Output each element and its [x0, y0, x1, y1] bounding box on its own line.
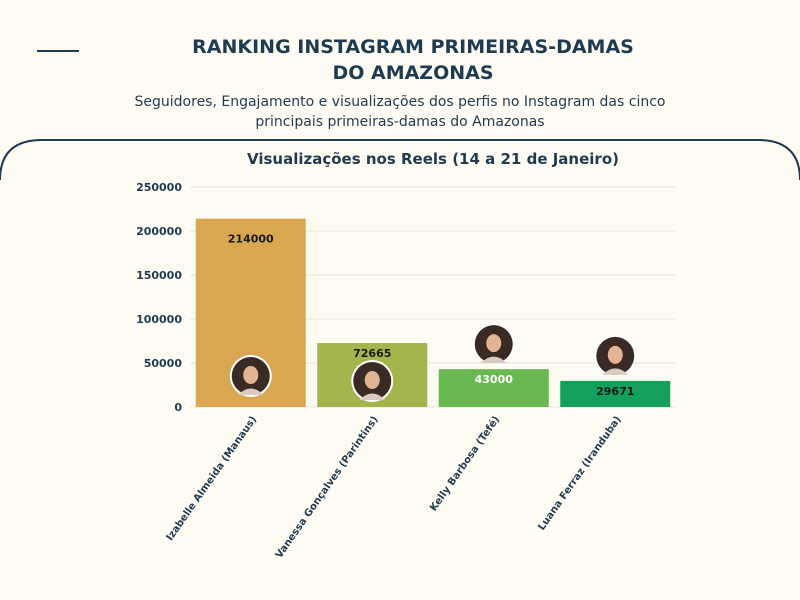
x-tick-label: Luana Ferraz (Iranduba): [536, 414, 623, 532]
bar: [560, 380, 671, 407]
y-tick-label: 250000: [136, 181, 182, 194]
data-label: 214000: [228, 233, 274, 246]
x-tick-label: Kelly Barbosa (Tefé): [427, 414, 502, 514]
decorative-dash: [37, 50, 79, 52]
y-tick-label: 150000: [136, 269, 182, 282]
page-subtitle: Seguidores, Engajamento e visualizações …: [100, 92, 700, 132]
x-tick-label: Izabelle Almeida (Manaus): [165, 414, 260, 543]
y-tick-label: 0: [174, 401, 182, 414]
subtitle-line-2: principais primeiras-damas do Amazonas: [255, 114, 545, 130]
title-line-2: DO AMAZONAS: [332, 62, 494, 84]
bar: [438, 369, 549, 407]
title-line-1: RANKING INSTAGRAM PRIMEIRAS-DAMAS: [192, 36, 634, 58]
avatar: [351, 360, 394, 402]
y-tick-label: 100000: [136, 313, 182, 326]
data-label: 43000: [475, 373, 514, 386]
data-label: 72665: [353, 347, 391, 360]
avatar: [229, 355, 272, 397]
data-label: 29671: [596, 385, 634, 398]
page-title: RANKING INSTAGRAM PRIMEIRAS-DAMAS DO AMA…: [150, 34, 676, 86]
avatar: [472, 323, 515, 366]
subtitle-line-1: Seguidores, Engajamento e visualizações …: [134, 94, 666, 110]
chart-title: Visualizações nos Reels (14 a 21 de Jane…: [247, 150, 619, 168]
y-tick-label: 50000: [144, 357, 183, 370]
y-tick-label: 200000: [136, 225, 182, 238]
avatar: [594, 334, 637, 377]
x-tick-label: Vanessa Gonçalves (Parintins): [274, 414, 381, 560]
